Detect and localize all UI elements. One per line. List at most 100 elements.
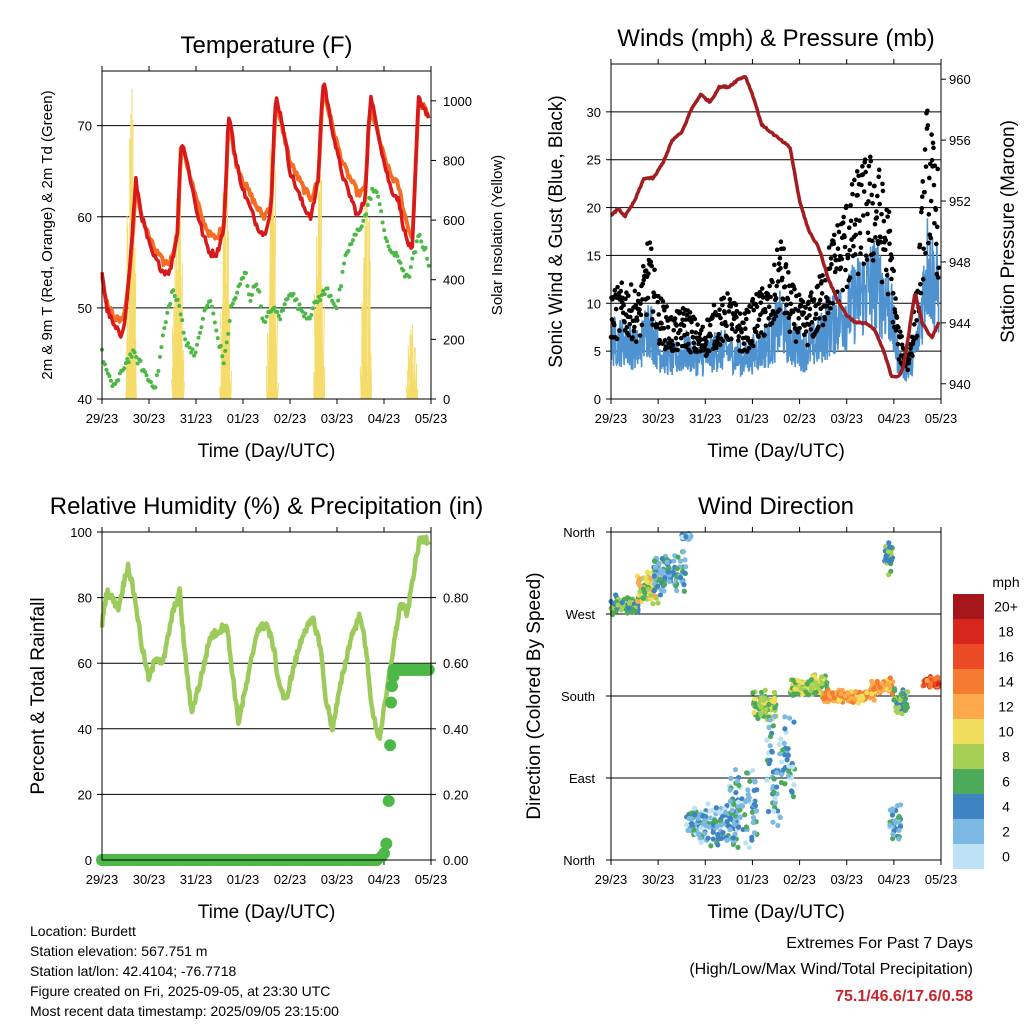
dewpoint-point [200, 316, 205, 321]
gust-point [791, 321, 797, 327]
gust-point [869, 192, 875, 198]
gust-point [780, 297, 786, 302]
x-axis-label-1: Time (Day/UTC) [198, 441, 336, 462]
colorbar-label: 16 [998, 649, 1014, 665]
dewpoint-point [374, 190, 379, 195]
dewpoint-point [297, 302, 302, 307]
gust-point [707, 322, 713, 328]
gust-point [750, 296, 756, 302]
dewpoint-point [160, 333, 165, 338]
colorbar-swatch [953, 744, 984, 769]
wind-direction-point [691, 812, 697, 818]
wind-direction-point [771, 689, 778, 695]
wind-direction-point [775, 822, 781, 829]
y2-tick-label: 0.20 [443, 787, 468, 802]
gust-point [880, 188, 886, 194]
gust-point [827, 266, 833, 271]
gust-point [674, 323, 679, 328]
gust-point [729, 322, 735, 327]
wind-direction-point [674, 566, 680, 572]
wind-direction-point [777, 814, 783, 821]
solar-insolation-spike [319, 302, 322, 400]
solar-insolation-spike [411, 325, 415, 400]
wind-direction-point [836, 698, 843, 704]
dewpoint-point [337, 287, 342, 292]
dewpoint-point [426, 263, 431, 268]
gust-point [934, 241, 939, 247]
gust-point [773, 313, 779, 319]
gust-point [648, 259, 654, 265]
wind-direction-point [674, 588, 680, 594]
wind-direction-point [680, 549, 687, 555]
colorbar-label: 18 [998, 624, 1014, 640]
y-axis-label-3: Percent & Total Rainfall [28, 597, 49, 794]
y-tick-label: 0 [85, 853, 92, 868]
gust-point [683, 317, 689, 322]
gust-point [819, 291, 825, 296]
x-tick-label: 31/23 [689, 411, 722, 426]
wind-direction-point [710, 836, 716, 842]
solar-insolation-spike [362, 306, 364, 400]
wind-direction-point [785, 752, 791, 758]
y2-tick-label: 944 [949, 316, 971, 331]
dewpoint-point [126, 360, 131, 365]
gust-point [644, 312, 649, 318]
y2-tick-label: 0.00 [443, 853, 468, 868]
gust-point [835, 223, 840, 228]
gust-point [840, 220, 846, 226]
gust-point [748, 304, 754, 310]
gust-point [813, 303, 818, 309]
wind-direction-point [648, 596, 654, 602]
gust-point [631, 328, 637, 334]
gust-point [758, 300, 764, 305]
x-axis-label-2: Time (Day/UTC) [707, 441, 845, 462]
solar-insolation-spike [182, 381, 185, 400]
dewpoint-point [245, 283, 250, 288]
gust-point [652, 267, 657, 273]
gust-point [782, 284, 788, 289]
y2-axis-label-2: Station Pressure (Maroon) [998, 120, 1019, 343]
wind-direction-point [743, 840, 749, 846]
solar-insolation-spike [181, 361, 184, 400]
wind-direction-point [662, 575, 668, 581]
gust-point [648, 246, 654, 252]
wind-direction-point [648, 592, 654, 598]
x-tick-label: 03/23 [321, 411, 354, 426]
colorbar-swatch [953, 619, 984, 644]
x-tick-label: 30/23 [133, 872, 166, 887]
gust-point [714, 345, 719, 351]
colorbar-label: 6 [1002, 774, 1010, 790]
wind-direction-point [779, 759, 785, 765]
dewpoint-point [249, 292, 254, 297]
wind-direction-point [735, 844, 741, 850]
dewpoint-point [300, 309, 305, 314]
gust-point [737, 311, 743, 316]
gust-point [885, 214, 890, 219]
gust-point [784, 302, 789, 308]
gust-point [615, 284, 620, 290]
wind-direction-point [705, 835, 711, 841]
dewpoint-point [349, 241, 354, 246]
sonic-wind-line [610, 218, 940, 382]
solar-insolation-spike [368, 309, 371, 400]
gust-point [749, 338, 755, 344]
gust-point [892, 310, 898, 315]
gust-point [736, 334, 742, 339]
wind-direction-point [661, 588, 667, 594]
y2-tick-label: 1000 [443, 94, 472, 109]
gust-point [848, 202, 853, 208]
panel-title-4: Wind Direction [698, 493, 854, 520]
dewpoint-point [224, 340, 229, 345]
gust-point [717, 342, 723, 348]
wind-direction-point [798, 685, 804, 692]
colorbar-label: 14 [998, 674, 1014, 690]
gust-point [899, 334, 904, 339]
gust-point [905, 367, 911, 373]
gust-point [706, 348, 712, 354]
gust-point [777, 255, 783, 261]
solar-insolation-spike [405, 385, 408, 400]
gust-point [756, 317, 762, 323]
gust-point [796, 316, 801, 321]
gust-point [772, 292, 778, 298]
gust-point [893, 296, 898, 301]
